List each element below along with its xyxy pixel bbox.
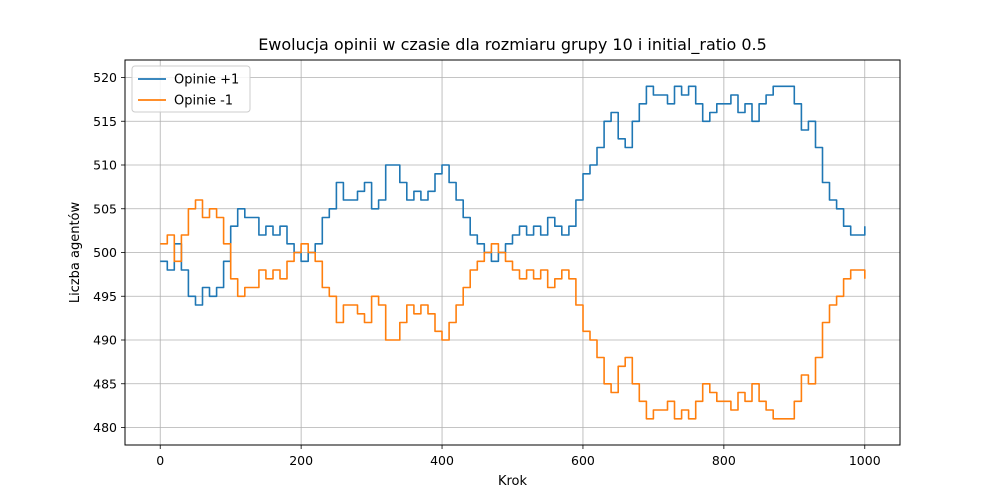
x-tick-label: 600 xyxy=(571,453,595,468)
chart-title: Ewolucja opinii w czasie dla rozmiaru gr… xyxy=(258,35,767,55)
legend-label-2: Opinie -1 xyxy=(174,94,233,109)
x-tick-label: 1000 xyxy=(849,453,881,468)
x-tick-label: 800 xyxy=(712,453,736,468)
series-line-2 xyxy=(160,199,866,420)
y-tick-label: 490 xyxy=(93,333,117,348)
y-axis-label: Liczba agentów xyxy=(68,201,83,303)
y-tick-label: 485 xyxy=(93,376,117,391)
x-tick-label: 400 xyxy=(430,453,454,468)
y-axis-ticks: 480 485 490 495 500 505 510 515 520 xyxy=(93,70,125,435)
series-layer xyxy=(160,85,866,420)
y-tick-label: 495 xyxy=(93,289,117,304)
x-tick-label: 200 xyxy=(289,453,313,468)
legend: Opinie +1 Opinie -1 xyxy=(131,65,251,113)
series-line-1 xyxy=(160,85,866,306)
x-tick-label: 0 xyxy=(156,453,164,468)
y-tick-label: 510 xyxy=(93,158,117,173)
y-tick-label: 505 xyxy=(93,201,117,216)
x-axis-ticks: 0 200 400 600 800 1000 xyxy=(156,445,881,468)
legend-label-1: Opinie +1 xyxy=(174,73,239,88)
grid-lines xyxy=(125,60,900,445)
y-tick-label: 500 xyxy=(93,245,117,260)
x-axis-label: Krok xyxy=(498,474,528,489)
y-tick-label: 515 xyxy=(93,114,117,129)
y-tick-label: 520 xyxy=(93,70,117,85)
y-tick-label: 480 xyxy=(93,420,117,435)
